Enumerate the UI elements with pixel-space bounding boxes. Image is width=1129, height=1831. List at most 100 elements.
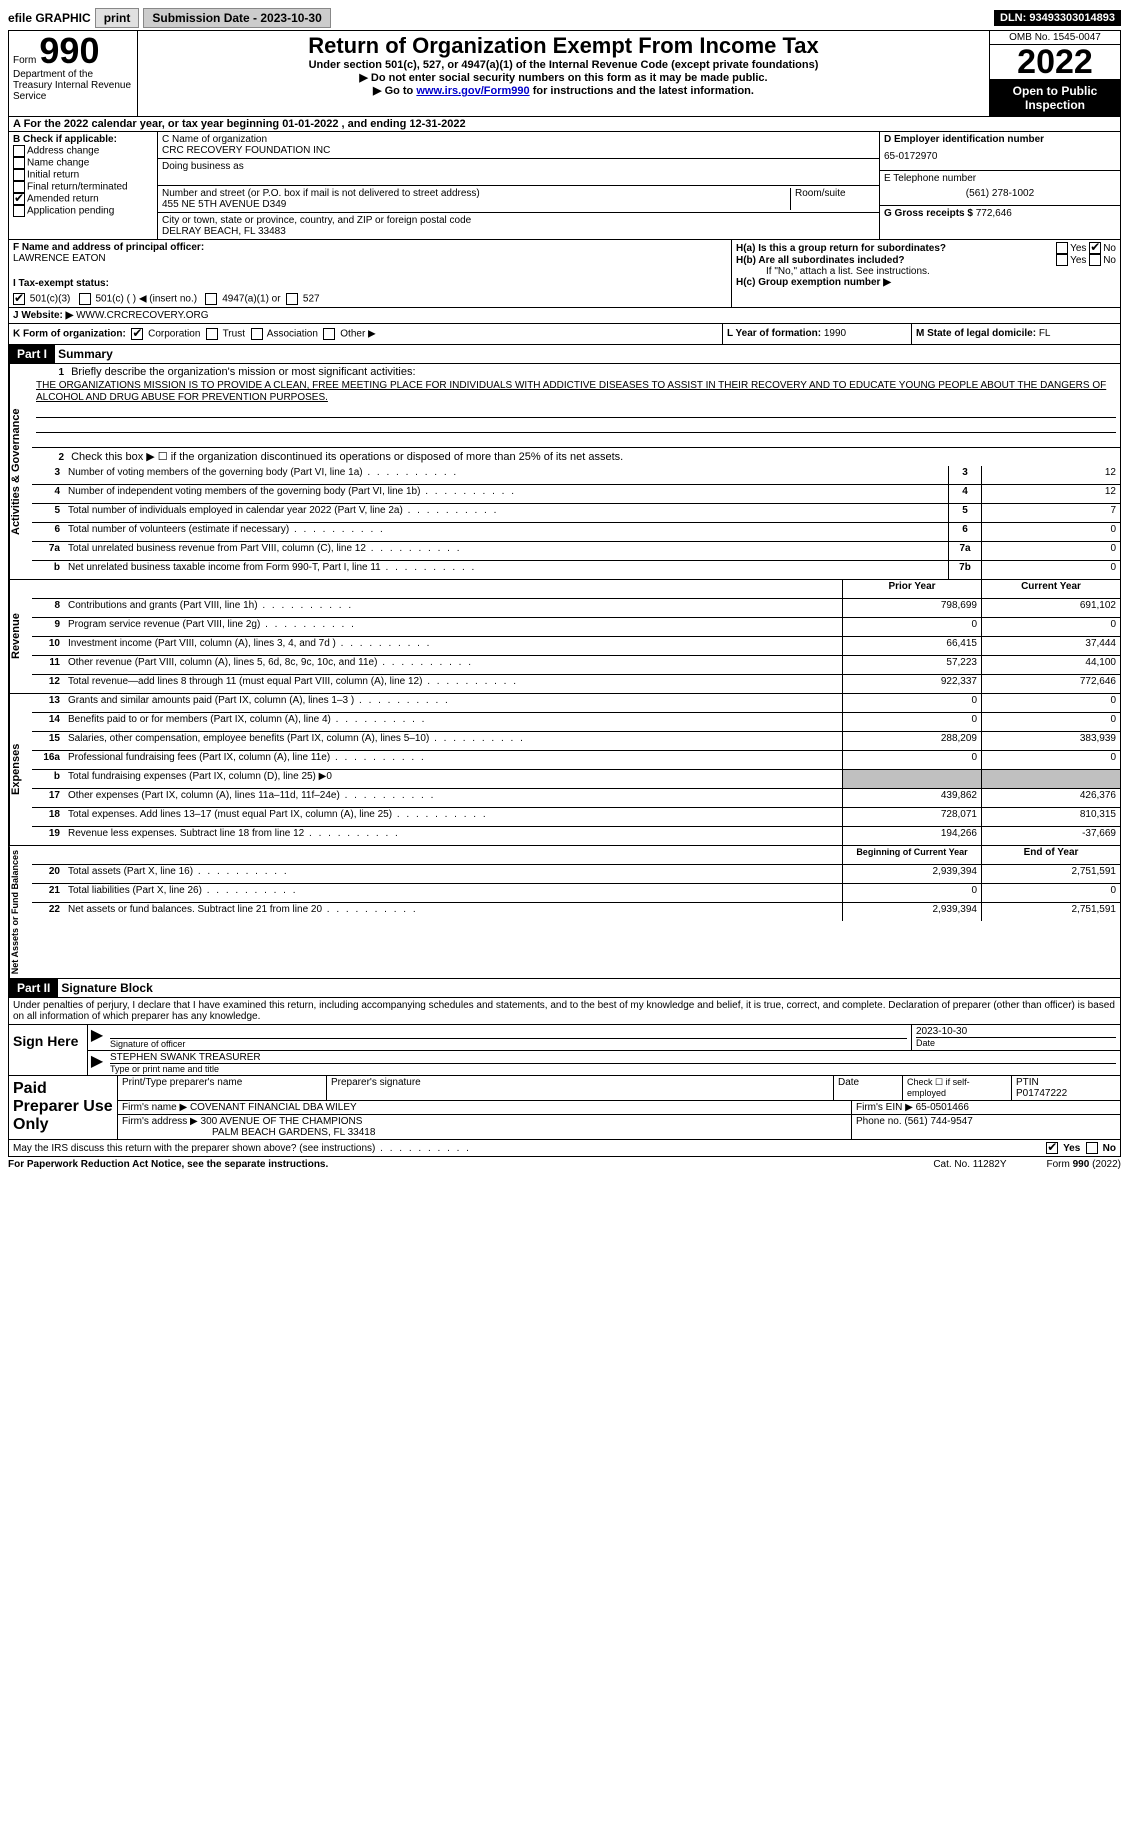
- row-number: 3: [32, 466, 64, 484]
- row-value: 0: [981, 523, 1120, 541]
- row-number: 15: [32, 732, 64, 750]
- row-desc: Total unrelated business revenue from Pa…: [64, 542, 948, 560]
- row-current: 0: [981, 618, 1120, 636]
- summary-row: 7aTotal unrelated business revenue from …: [32, 542, 1120, 561]
- begin-year-header: Beginning of Current Year: [842, 846, 981, 864]
- application-pending-checkbox[interactable]: [13, 205, 25, 217]
- summary-row: 10Investment income (Part VIII, column (…: [32, 637, 1120, 656]
- row-prior: 0: [842, 694, 981, 712]
- prep-name-label: Print/Type preparer's name: [122, 1077, 322, 1088]
- corporation-checkbox[interactable]: [131, 328, 143, 340]
- address-change-checkbox[interactable]: [13, 145, 25, 157]
- paperwork-notice: For Paperwork Reduction Act Notice, see …: [8, 1159, 933, 1170]
- row-number: 4: [32, 485, 64, 503]
- irs-discuss-text: May the IRS discuss this return with the…: [13, 1143, 1046, 1154]
- part1-bar: Part I Summary: [8, 345, 1121, 364]
- initial-return-checkbox[interactable]: [13, 169, 25, 181]
- association-label: Association: [267, 329, 318, 340]
- row-number: 6: [32, 523, 64, 541]
- row-box: 5: [948, 504, 981, 522]
- row-desc: Total expenses. Add lines 13–17 (must eq…: [64, 808, 842, 826]
- row-prior: 194,266: [842, 827, 981, 845]
- row-box: 3: [948, 466, 981, 484]
- row-number: 12: [32, 675, 64, 693]
- ha-no-checkbox[interactable]: [1089, 242, 1101, 254]
- 501c-checkbox[interactable]: [79, 293, 91, 305]
- officer-group-section: F Name and address of principal officer:…: [8, 240, 1121, 308]
- row-number: 21: [32, 884, 64, 902]
- summary-row: 19Revenue less expenses. Subtract line 1…: [32, 827, 1120, 845]
- irs-link[interactable]: www.irs.gov/Form990: [416, 85, 529, 97]
- row-prior: 2,939,394: [842, 865, 981, 883]
- row-desc: Total number of individuals employed in …: [64, 504, 948, 522]
- part2-title: Signature Block: [61, 981, 152, 995]
- room-suite-label: Room/suite: [790, 188, 875, 210]
- row-desc: Other expenses (Part IX, column (A), lin…: [64, 789, 842, 807]
- goto-pre: ▶ Go to: [373, 85, 416, 97]
- row-desc: Revenue less expenses. Subtract line 18 …: [64, 827, 842, 845]
- summary-row: 18Total expenses. Add lines 13–17 (must …: [32, 808, 1120, 827]
- row-current: 44,100: [981, 656, 1120, 674]
- identity-section: B Check if applicable: Address change Na…: [8, 132, 1121, 240]
- submission-date-label: Submission Date - 2023-10-30: [143, 8, 330, 28]
- trust-checkbox[interactable]: [206, 328, 218, 340]
- summary-row: 14Benefits paid to or for members (Part …: [32, 713, 1120, 732]
- row-desc: Net unrelated business taxable income fr…: [64, 561, 948, 579]
- row-prior: 439,862: [842, 789, 981, 807]
- row-number: 8: [32, 599, 64, 617]
- check-applicable-column: B Check if applicable: Address change Na…: [9, 132, 158, 239]
- row-number: 11: [32, 656, 64, 674]
- addr-label: Number and street (or P.O. box if mail i…: [162, 188, 790, 199]
- row-prior: 2,939,394: [842, 903, 981, 921]
- form-header: Form 990 Department of the Treasury Inte…: [8, 30, 1121, 117]
- amended-return-checkbox[interactable]: [13, 193, 25, 205]
- row-prior: [842, 770, 981, 788]
- 501c-label: 501(c) ( ) ◀ (insert no.): [95, 294, 197, 305]
- application-pending-label: Application pending: [27, 206, 114, 217]
- dba-label: Doing business as: [162, 161, 875, 172]
- gross-receipts-value: 772,646: [976, 208, 1012, 219]
- summary-row: bNet unrelated business taxable income f…: [32, 561, 1120, 579]
- row-value: 0: [981, 561, 1120, 579]
- row-prior: 922,337: [842, 675, 981, 693]
- other-checkbox[interactable]: [323, 328, 335, 340]
- ein-column: D Employer identification number 65-0172…: [879, 132, 1120, 239]
- prep-date-label: Date: [834, 1076, 903, 1100]
- row-desc: Salaries, other compensation, employee b…: [64, 732, 842, 750]
- hb-yes-label: Yes: [1070, 255, 1086, 266]
- net-assets-block: Net Assets or Fund Balances Beginning of…: [8, 846, 1121, 979]
- print-button[interactable]: print: [95, 8, 140, 28]
- name-change-label: Name change: [27, 158, 89, 169]
- summary-row: 6Total number of volunteers (estimate if…: [32, 523, 1120, 542]
- mission-label: Briefly describe the organization's miss…: [71, 366, 415, 378]
- ptin-value: P01747222: [1016, 1088, 1116, 1099]
- association-checkbox[interactable]: [251, 328, 263, 340]
- discuss-yes-checkbox[interactable]: [1046, 1142, 1058, 1154]
- governance-side-label: Activities & Governance: [9, 364, 32, 579]
- revenue-side-label: Revenue: [9, 580, 32, 693]
- row-prior: 0: [842, 713, 981, 731]
- row-current: [981, 770, 1120, 788]
- row-number: 18: [32, 808, 64, 826]
- part1-header: Part I: [9, 345, 55, 363]
- hb-no-checkbox[interactable]: [1089, 254, 1101, 266]
- open-to-public: Open to Public Inspection: [990, 80, 1120, 116]
- org-name-label: C Name of organization: [162, 134, 875, 145]
- hb-label: H(b) Are all subordinates included?: [736, 255, 1056, 266]
- hb-yes-checkbox[interactable]: [1056, 254, 1068, 266]
- ha-yes-checkbox[interactable]: [1056, 242, 1068, 254]
- 4947-checkbox[interactable]: [205, 293, 217, 305]
- name-change-checkbox[interactable]: [13, 157, 25, 169]
- 527-checkbox[interactable]: [286, 293, 298, 305]
- website-row: J Website: ▶ WWW.CRCRECOVERY.ORG: [8, 308, 1121, 324]
- form-number-footer: 990: [1073, 1159, 1090, 1170]
- firm-ein: 65-0501466: [916, 1102, 969, 1113]
- row-number: 19: [32, 827, 64, 845]
- row-prior: 288,209: [842, 732, 981, 750]
- 501c3-checkbox[interactable]: [13, 293, 25, 305]
- row-current: 772,646: [981, 675, 1120, 693]
- discuss-no-checkbox[interactable]: [1086, 1142, 1098, 1154]
- firm-phone: (561) 744-9547: [904, 1116, 972, 1127]
- firm-name-label: Firm's name ▶: [122, 1102, 190, 1113]
- catalog-number: Cat. No. 11282Y: [933, 1159, 1006, 1170]
